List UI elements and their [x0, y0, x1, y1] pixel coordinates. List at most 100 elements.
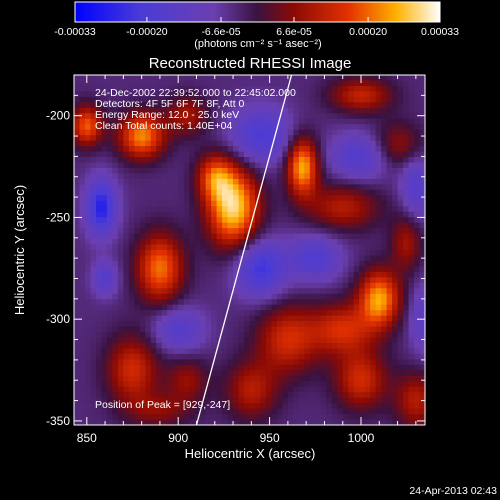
heatmap-cell — [172, 414, 179, 421]
heatmap-cell — [370, 370, 377, 377]
heatmap-cell — [375, 375, 382, 382]
heatmap-cell — [315, 403, 322, 410]
heatmap-cell — [315, 397, 322, 404]
heatmap-cell — [359, 244, 366, 251]
heatmap-cell — [337, 337, 344, 344]
heatmap-cell — [211, 293, 218, 300]
heatmap-cell — [331, 337, 338, 344]
heatmap-cell — [326, 419, 333, 425]
heatmap-cell — [139, 124, 146, 131]
heatmap-cell — [200, 118, 207, 125]
heatmap-cell — [183, 342, 190, 350]
heatmap-cell — [337, 233, 344, 240]
heatmap-cell — [414, 304, 421, 311]
heatmap-cell — [222, 217, 229, 224]
heatmap-cell — [161, 217, 168, 224]
heatmap-cell — [287, 217, 294, 224]
heatmap-cell — [112, 162, 119, 169]
heatmap-cell — [227, 222, 234, 229]
heatmap-cell — [304, 91, 311, 98]
heatmap-cell — [276, 271, 283, 278]
heatmap-cell — [342, 239, 349, 246]
heatmap-cell — [238, 184, 245, 191]
heatmap-cell — [419, 359, 425, 366]
heatmap-cell — [178, 200, 185, 207]
heatmap-cell — [95, 222, 103, 229]
heatmap-cell — [392, 157, 399, 164]
heatmap-cell — [156, 359, 163, 366]
heatmap-cell — [326, 277, 333, 284]
x-tick-label: 1000 — [348, 431, 375, 445]
heatmap-cell — [172, 80, 179, 87]
heatmap-cell — [249, 419, 256, 425]
heatmap-cell — [298, 178, 305, 185]
heatmap-cell — [227, 239, 234, 246]
heatmap-cell — [161, 211, 168, 218]
heatmap-cell — [79, 293, 86, 300]
heatmap-cell — [337, 381, 344, 388]
heatmap-cell — [189, 364, 196, 371]
heatmap-cell — [408, 118, 415, 125]
heatmap-cell — [123, 140, 130, 147]
heatmap-cell — [167, 271, 174, 278]
heatmap-cell — [227, 271, 234, 278]
heatmap-cell — [260, 129, 267, 136]
heatmap-cell — [216, 107, 223, 114]
heatmap-cell — [216, 375, 223, 382]
heatmap-cell — [84, 189, 92, 196]
heatmap-cell — [128, 403, 135, 410]
heatmap-cell — [90, 282, 97, 289]
heatmap-cell — [254, 364, 262, 371]
heatmap-cell — [183, 200, 190, 207]
heatmap-cell — [183, 239, 190, 246]
heatmap-cell — [211, 129, 218, 136]
heatmap-cell — [244, 228, 251, 235]
heatmap-cell — [227, 244, 234, 251]
heatmap-cell — [238, 397, 245, 404]
heatmap-cell — [222, 85, 229, 93]
heatmap-cell — [84, 282, 92, 289]
heatmap-cell — [381, 277, 388, 284]
heatmap-cell — [359, 239, 366, 246]
heatmap-cell — [381, 342, 388, 350]
heatmap-cell — [222, 91, 229, 98]
heatmap-cell — [309, 118, 316, 125]
heatmap-cell — [128, 189, 135, 196]
heatmap-cell — [386, 348, 393, 355]
heatmap-cell — [320, 96, 327, 103]
heatmap-cell — [293, 75, 300, 82]
heatmap-cell — [79, 260, 86, 268]
heatmap-cell — [101, 184, 108, 191]
heatmap-cell — [139, 80, 146, 87]
heatmap-cell — [408, 359, 415, 366]
heatmap-cell — [95, 228, 103, 235]
heatmap-cell — [276, 140, 283, 147]
heatmap-cell — [419, 266, 425, 273]
heatmap-cell — [392, 118, 399, 125]
heatmap-cell — [74, 386, 81, 393]
heatmap-cell — [403, 233, 410, 240]
heatmap-cell — [211, 277, 218, 284]
heatmap-cell — [359, 233, 366, 240]
heatmap-cell — [244, 359, 251, 366]
heatmap-cell — [161, 250, 168, 257]
heatmap-cell — [106, 288, 113, 295]
heatmap-cell — [205, 282, 212, 289]
heatmap-cell — [194, 162, 201, 169]
heatmap-cell — [249, 244, 256, 251]
heatmap-cell — [84, 239, 92, 246]
heatmap-cell — [101, 250, 108, 257]
heatmap-cell — [90, 403, 97, 410]
heatmap-cell — [106, 277, 113, 284]
heatmap-cell — [331, 392, 338, 399]
heatmap-cell — [183, 392, 190, 399]
heatmap-cell — [205, 408, 212, 415]
heatmap-cell — [134, 91, 141, 98]
heatmap-cell — [106, 364, 113, 371]
heatmap-cell — [112, 80, 119, 87]
heatmap-cell — [233, 129, 240, 136]
heatmap-cell — [375, 326, 382, 333]
heatmap-cell — [342, 162, 349, 169]
heatmap-cell — [342, 184, 349, 191]
heatmap-cell — [84, 75, 92, 82]
